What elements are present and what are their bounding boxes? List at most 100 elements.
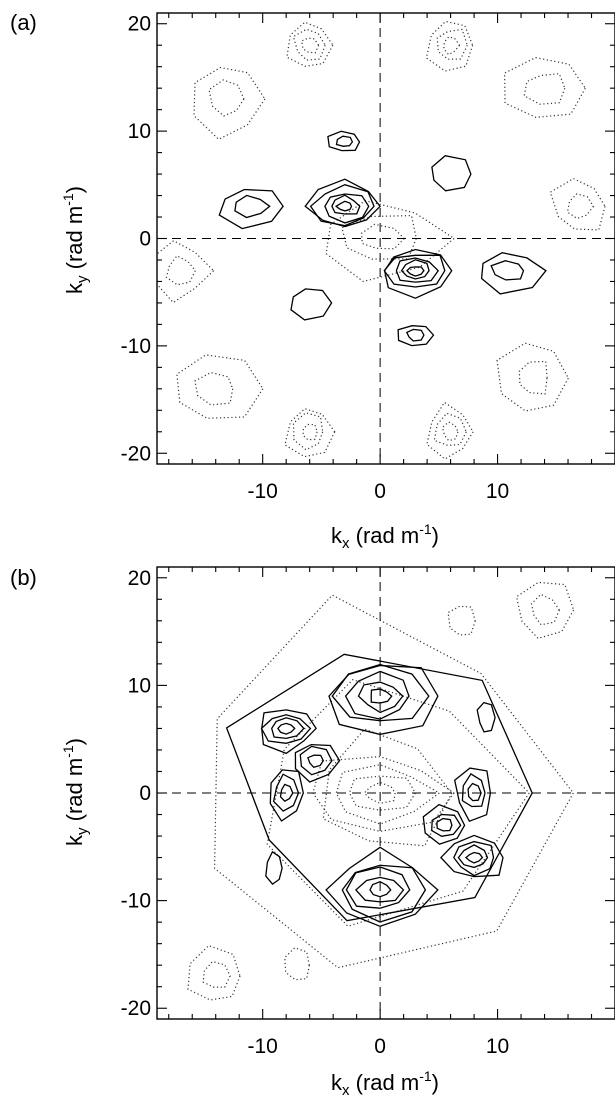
contour-line bbox=[194, 371, 234, 406]
contour-line bbox=[357, 681, 404, 714]
y-axis-label-sup: -1 bbox=[60, 193, 76, 206]
contour-line bbox=[157, 239, 215, 304]
contour-line bbox=[344, 670, 410, 720]
contour-line bbox=[284, 947, 310, 981]
contour-line bbox=[176, 354, 264, 419]
solid-contour-group bbox=[290, 288, 333, 321]
contour-line bbox=[307, 754, 325, 769]
dotted-contour-group bbox=[496, 342, 569, 412]
contour-line bbox=[294, 743, 341, 783]
contour-line bbox=[400, 259, 430, 280]
x-tick-label: 0 bbox=[374, 480, 386, 503]
solid-contour-group bbox=[328, 663, 439, 736]
x-tick-label: 10 bbox=[486, 1035, 509, 1058]
contour-line bbox=[309, 184, 375, 227]
x-axis-label-sub: x bbox=[342, 1082, 350, 1099]
solid-contour-group bbox=[294, 743, 341, 783]
axis-ticks bbox=[157, 13, 615, 464]
contour-line bbox=[431, 813, 462, 837]
contour-line bbox=[405, 328, 425, 342]
contour-line bbox=[453, 767, 492, 823]
contour-line bbox=[331, 663, 430, 722]
contour-line bbox=[360, 223, 406, 250]
contour-line bbox=[566, 193, 595, 220]
contour-plot-b bbox=[156, 566, 615, 1020]
contour-line bbox=[187, 944, 241, 1001]
contour-line bbox=[331, 194, 361, 215]
y-tick-label: -20 bbox=[121, 997, 151, 1020]
axis-ticks bbox=[157, 567, 615, 1019]
contour-line bbox=[453, 840, 495, 877]
contour-line bbox=[461, 773, 486, 808]
contour-line bbox=[277, 722, 296, 735]
contour-line bbox=[292, 412, 324, 451]
contour-layer bbox=[157, 20, 606, 460]
x-axis-label-unit: (rad m bbox=[350, 523, 420, 548]
contour-line bbox=[284, 408, 336, 458]
contour-line bbox=[480, 252, 547, 295]
x-axis-label-close: ) bbox=[432, 1070, 439, 1095]
contour-line bbox=[441, 421, 459, 442]
contour-line bbox=[433, 412, 467, 447]
contour-line bbox=[436, 28, 468, 60]
x-axis-label-sub: x bbox=[342, 535, 350, 552]
dotted-contour-group bbox=[176, 354, 264, 419]
contour-line bbox=[193, 66, 266, 141]
solid-contour-group bbox=[218, 188, 284, 230]
dotted-contour-group bbox=[549, 177, 606, 231]
x-axis-label-sup: -1 bbox=[419, 1068, 432, 1084]
dotted-contour-group bbox=[515, 581, 575, 640]
contour-line bbox=[369, 880, 392, 898]
x-tick-label: 10 bbox=[486, 480, 509, 503]
contour-line bbox=[530, 593, 560, 626]
contour-line bbox=[422, 803, 466, 845]
contour-line bbox=[261, 709, 317, 755]
contour-line bbox=[496, 342, 569, 412]
dotted-contour-group bbox=[425, 20, 474, 72]
y-axis-label-sub: y bbox=[74, 827, 91, 835]
contour-line bbox=[345, 866, 411, 909]
contour-line bbox=[304, 178, 381, 228]
contour-line bbox=[300, 37, 320, 54]
x-tick-label: -10 bbox=[248, 480, 278, 503]
solid-contour-group bbox=[397, 325, 435, 347]
contour-line bbox=[335, 135, 354, 147]
y-axis-label-a: ky (rad m-1) bbox=[60, 186, 91, 294]
contour-line bbox=[325, 846, 439, 927]
contour-line bbox=[447, 605, 476, 636]
contour-line bbox=[515, 581, 575, 640]
y-axis-label-unit: (rad m bbox=[62, 206, 87, 276]
y-axis-label-b: ky (rad m-1) bbox=[60, 738, 91, 846]
solid-contour-group bbox=[476, 701, 496, 733]
solid-contour-group bbox=[327, 130, 361, 152]
dotted-contour-group bbox=[193, 66, 266, 141]
panel-label: (b) bbox=[10, 565, 37, 590]
contour-line bbox=[464, 851, 484, 864]
y-axis-label-main: k bbox=[62, 282, 87, 294]
dotted-contour-group bbox=[426, 401, 474, 460]
contour-line bbox=[395, 257, 440, 283]
contour-line bbox=[503, 56, 587, 119]
contour-line bbox=[383, 248, 453, 299]
solid-contour-group bbox=[480, 252, 547, 295]
solid-contour-group bbox=[304, 178, 381, 228]
contour-line bbox=[302, 423, 318, 441]
contour-line bbox=[348, 775, 416, 811]
contour-line bbox=[299, 745, 333, 776]
contour-line bbox=[325, 200, 456, 283]
contour-line bbox=[266, 679, 530, 927]
contour-line bbox=[457, 844, 489, 869]
contour-line bbox=[234, 194, 271, 219]
y-tick-label: -20 bbox=[121, 442, 151, 465]
solid-contour-group bbox=[265, 850, 283, 885]
contour-line bbox=[341, 864, 427, 923]
contour-line bbox=[397, 325, 435, 347]
x-tick-label: 0 bbox=[374, 1035, 386, 1058]
x-tick-label: -10 bbox=[248, 1035, 278, 1058]
tick-labels-b: -10 0 10 -20 -10 0 10 20 bbox=[121, 567, 510, 1058]
y-tick-label: 20 bbox=[128, 567, 151, 590]
y-tick-label: -10 bbox=[121, 890, 151, 913]
contour-line bbox=[490, 260, 525, 281]
